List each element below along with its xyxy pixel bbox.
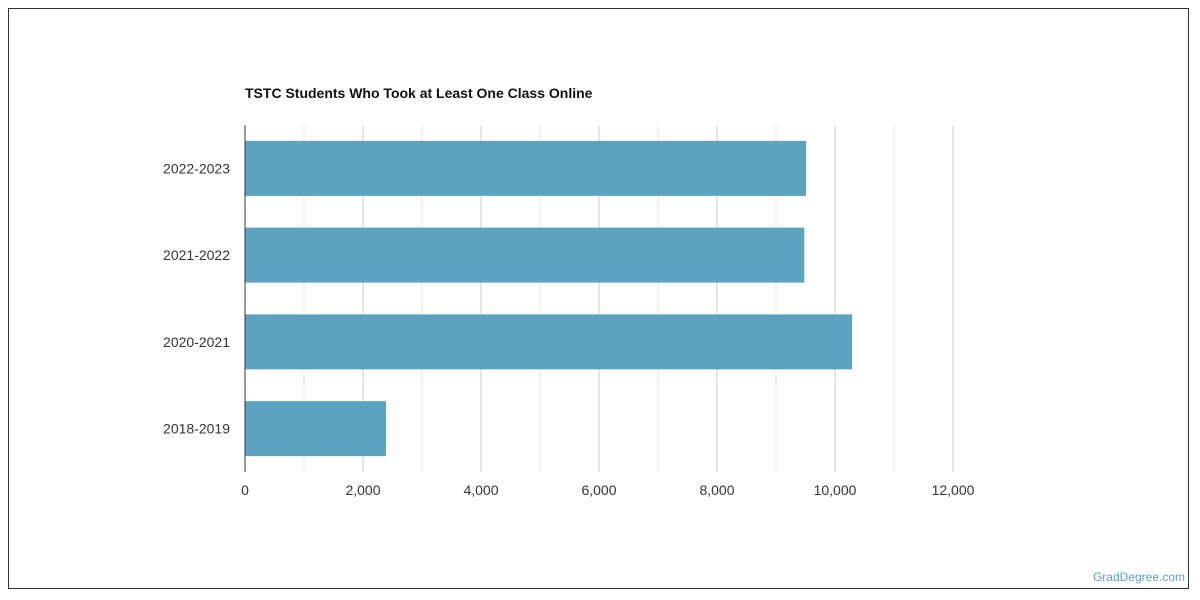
- bar: [245, 227, 805, 283]
- category-labels: 2022-2023 2021-2022 2020-2021 2018-2019: [163, 160, 230, 436]
- x-tick-label: 4,000: [463, 482, 498, 498]
- chart-title: TSTC Students Who Took at Least One Clas…: [245, 85, 593, 101]
- category-label: 2018-2019: [163, 421, 230, 437]
- x-tick-label: 6,000: [581, 482, 616, 498]
- category-label: 2022-2023: [163, 160, 230, 176]
- x-tick-label: 2,000: [345, 482, 380, 498]
- x-tick-label: 8,000: [699, 482, 734, 498]
- x-tick-labels: 0 2,000 4,000 6,000 8,000 10,000 12,000: [241, 482, 975, 498]
- x-tick-label: 10,000: [814, 482, 857, 498]
- bar: [245, 401, 387, 457]
- chart-frame: [8, 8, 1189, 589]
- bar: [245, 140, 807, 196]
- x-tick-label: 12,000: [932, 482, 975, 498]
- bar: [245, 314, 853, 370]
- watermark: GradDegree.com: [1092, 570, 1185, 584]
- category-label: 2020-2021: [163, 334, 230, 350]
- x-tick-label: 0: [241, 482, 249, 498]
- bars: [245, 140, 853, 457]
- category-label: 2021-2022: [163, 247, 230, 263]
